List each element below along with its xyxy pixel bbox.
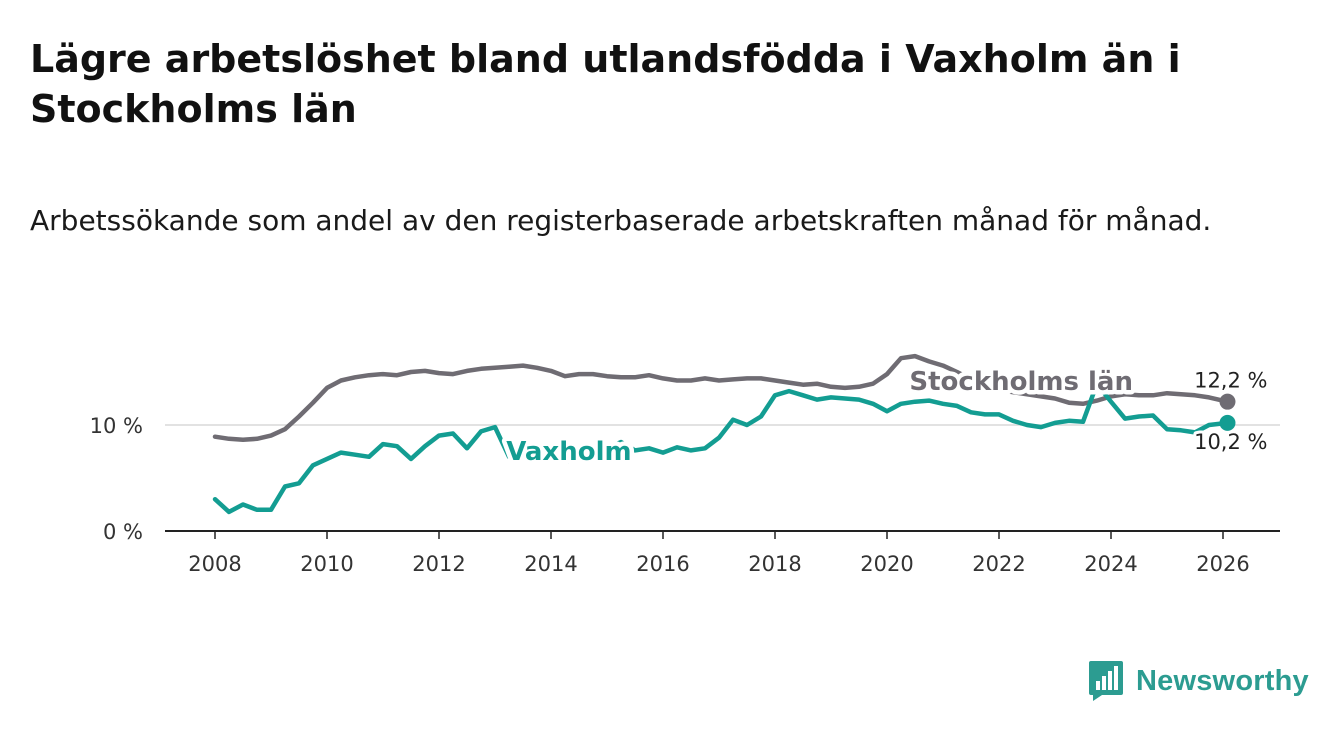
x-tick-label: 2008 xyxy=(188,552,241,576)
series-line-stockholms-l-n xyxy=(212,353,1230,443)
x-tick-label: 2026 xyxy=(1196,552,1249,576)
end-marker-stockholms-l-n xyxy=(1219,393,1236,410)
x-tick-label: 2018 xyxy=(748,552,801,576)
brand-name: Newsworthy xyxy=(1136,664,1309,697)
end-label-halo: 10,2 % xyxy=(1194,430,1267,454)
x-tick-label: 2014 xyxy=(524,552,577,576)
x-tick-label: 2022 xyxy=(972,552,1025,576)
x-tick-label: 2016 xyxy=(636,552,689,576)
series-label-halo: Vaxholm xyxy=(506,437,631,467)
y-tick-label: 10 % xyxy=(90,414,143,438)
y-tick-label: 0 % xyxy=(103,520,143,544)
x-tick-label: 2012 xyxy=(412,552,465,576)
chart-title: Lägre arbetslöshet bland utlandsfödda i … xyxy=(30,37,1181,131)
chart-subtitle: Arbetssökande som andel av den registerb… xyxy=(30,204,1212,237)
series-label-stockholms-l-n: Stockholms län xyxy=(909,367,1133,397)
series-line-vaxholm xyxy=(212,381,1230,515)
end-label-halo: 12,2 % xyxy=(1194,369,1267,393)
end-label-stockholms-l-n: 12,2 % xyxy=(1194,369,1267,393)
end-label-vaxholm: 10,2 % xyxy=(1194,430,1267,454)
bar-chart-speech-bubble-icon xyxy=(1089,661,1123,701)
x-tick-label: 2010 xyxy=(300,552,353,576)
x-tick-label: 2020 xyxy=(860,552,913,576)
line-chart: 0 % 10 % 2008 2010 2012 2014 2016 2018 2020 2022 2… xyxy=(90,353,1280,576)
series-label-vaxholm: Vaxholm xyxy=(506,437,631,467)
end-marker-vaxholm xyxy=(1219,414,1236,431)
newsworthy-logo: Newsworthy xyxy=(1088,660,1309,702)
x-tick-label: 2024 xyxy=(1084,552,1137,576)
series-label-halo: Stockholms län xyxy=(909,367,1133,397)
